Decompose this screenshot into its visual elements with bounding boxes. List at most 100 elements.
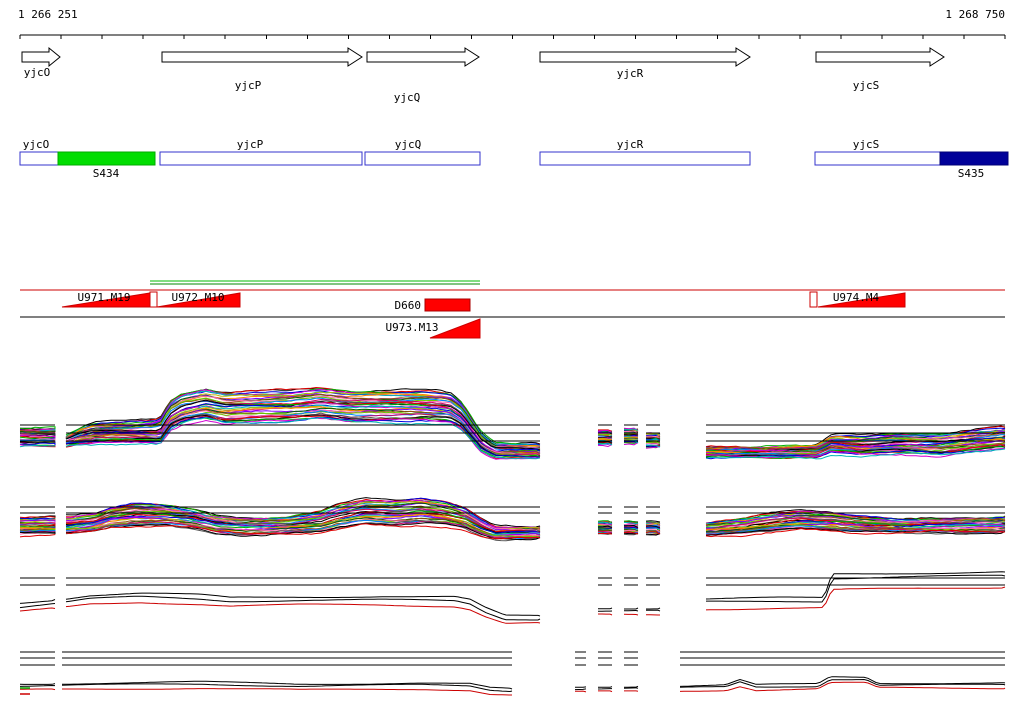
gene-box-label-yjcR: yjcR (617, 138, 644, 151)
expression-panel-3-line (598, 607, 613, 610)
expression-panel-1-trace (623, 434, 639, 436)
expression-panel-1-trace (597, 435, 613, 438)
expression-panel-1-trace (19, 426, 56, 430)
expression-panel-1-trace (597, 438, 613, 441)
expression-panel-1-trace (19, 434, 56, 438)
expression-panel-1-trace (646, 438, 661, 442)
expression-panel-1-trace (623, 437, 639, 440)
expression-panel-3-line (598, 613, 613, 616)
gene-arrow-yjcR[interactable] (539, 47, 751, 67)
gene-box-S435[interactable] (939, 151, 1009, 166)
expression-panel-1-trace (597, 436, 613, 439)
gene-arrow-label-yjcR: yjcR (617, 67, 644, 80)
expression-panel-3-line (19, 599, 56, 604)
gene-arrow-label-yjcS: yjcS (853, 79, 880, 92)
gene-arrow-label-yjcQ: yjcQ (394, 91, 421, 104)
expression-panel-4-line (574, 688, 587, 691)
expression-panel-2-trace (705, 527, 1006, 538)
expression-panel-3 (19, 571, 1006, 624)
expression-panel-4-line (61, 680, 513, 690)
expression-panel-3-line (705, 586, 1006, 611)
expression-panel-3-line (65, 592, 541, 617)
gene-box-yjcO[interactable] (19, 151, 59, 166)
expression-panel-4-line (19, 683, 56, 685)
expression-panel-2-trace (19, 515, 56, 519)
expression-panel-2-trace (19, 531, 56, 535)
expression-panel-2 (19, 497, 1006, 542)
expression-panel-1-trace (597, 430, 613, 433)
expression-panel-2-trace (623, 524, 639, 529)
expression-panel-1-trace (597, 432, 613, 436)
gene-arrow-yjcS[interactable] (815, 47, 945, 67)
expression-panel-1-trace (645, 432, 661, 436)
expression-panel-1-trace (645, 441, 661, 445)
expression-panel-2-trace (623, 531, 639, 535)
expression-panel-4-line (679, 678, 1006, 688)
expression-panel-4-line (20, 688, 56, 691)
gene-box-yjcS[interactable] (814, 151, 941, 166)
expression-panel-2-trace (65, 523, 541, 540)
expression-panel-2-trace (645, 527, 661, 531)
expression-panel-2-trace (645, 525, 661, 529)
expression-panel-2-trace (623, 526, 639, 530)
gene-arrow-yjcQ[interactable] (366, 47, 480, 67)
expression-panel-1-trace (597, 442, 613, 446)
gene-box-S434[interactable] (57, 151, 156, 166)
expression-panel-1-trace (597, 441, 613, 444)
expression-panel-3-line (646, 607, 661, 610)
expression-panel-4-line (679, 681, 1006, 692)
probe-label-U971.M19: U971.M19 (78, 291, 131, 304)
segment-label-S434: S434 (93, 167, 120, 180)
gene-box-yjcR[interactable] (539, 151, 751, 166)
gene-box-label-yjcS: yjcS (853, 138, 880, 151)
expression-panel-3-line (65, 602, 541, 624)
expression-panel-3-line (19, 607, 56, 612)
expression-panel-2-trace (623, 529, 639, 533)
expression-panel-4-line (19, 684, 56, 687)
probe-step (149, 291, 158, 308)
expression-panel-2-trace (623, 521, 639, 525)
gene-box-label-yjcQ: yjcQ (395, 138, 422, 151)
expression-panel-1-trace (645, 444, 661, 448)
expression-panel-1-trace (597, 433, 613, 436)
expression-panel-1-trace (597, 437, 613, 440)
expression-panel-3-line (705, 571, 1006, 600)
probe-ramp-U972.M10[interactable] (156, 292, 241, 308)
expression-panel-1-trace (19, 444, 55, 448)
gene-box-yjcQ[interactable] (364, 151, 481, 166)
expression-panel-2-trace (645, 531, 661, 535)
expression-panel-2-trace (65, 507, 541, 531)
expression-panel-2-trace (645, 533, 661, 536)
probe-ramp-U973.M13[interactable] (429, 318, 481, 339)
expression-panel-1-trace (19, 442, 56, 445)
expression-panel-2-trace (65, 506, 541, 534)
expression-panel-3-line (624, 607, 639, 610)
ruler (19, 34, 1006, 39)
expression-panel-2-trace (65, 502, 541, 532)
gene-arrow-yjcP[interactable] (161, 47, 363, 67)
expression-panel-1 (19, 386, 1006, 460)
region-end-coordinate: 1 268 750 (945, 8, 1005, 21)
probe-ramp-U974.M4[interactable] (817, 292, 906, 308)
segment-label-S435: S435 (958, 167, 985, 180)
expression-panel-2-trace (597, 521, 613, 525)
deletion-box-D660[interactable] (424, 298, 471, 312)
gene-arrow-yjcO[interactable] (21, 46, 61, 68)
probe-label-U973.M13: U973.M13 (386, 321, 439, 334)
gene-box-label-yjcO: yjcO (23, 138, 50, 151)
expression-panel-2-trace (65, 517, 541, 539)
expression-panel-2-trace (623, 520, 639, 524)
gene-box-yjcP[interactable] (159, 151, 363, 166)
probe-ramp-U971.M19[interactable] (61, 292, 151, 308)
probe-step (809, 291, 818, 308)
expression-panel-3-line (646, 609, 661, 612)
expression-panel-2-trace (598, 533, 613, 535)
expression-panel-2-trace (65, 517, 541, 538)
expression-panel-4-line (598, 686, 613, 688)
expression-panel-1-trace (623, 441, 639, 444)
expression-panel-2-trace (19, 534, 56, 538)
region-start-coordinate: 1 266 251 (18, 8, 78, 21)
probe-track: U971.M19 U972.M10 U973.M13 U974.M4 D660 (20, 280, 1005, 339)
